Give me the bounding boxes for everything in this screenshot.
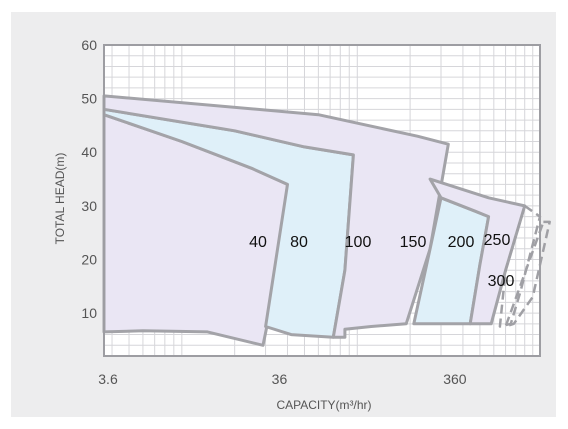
y-axis-title: TOTAL HEAD(m) xyxy=(53,153,67,245)
curve-label-80: 80 xyxy=(290,234,308,251)
x-tick-label: 360 xyxy=(443,371,467,387)
x-axis-title: CAPACITY(m³/hr) xyxy=(276,398,371,412)
plot-border xyxy=(103,44,541,357)
y-tick-label: 20 xyxy=(81,251,97,267)
x-tick-label: 36 xyxy=(272,371,288,387)
y-tick-label: 30 xyxy=(81,198,97,214)
curve-label-200: 200 xyxy=(448,234,475,251)
x-tick-labels: 3.6 36 360 xyxy=(98,371,467,387)
curve-label-40: 40 xyxy=(249,234,267,251)
curve-label-100: 100 xyxy=(345,234,372,251)
x-tick-label: 3.6 xyxy=(98,371,118,387)
region-200 xyxy=(428,177,527,326)
y-tick-label: 60 xyxy=(81,37,97,53)
y-tick-labels: 10 20 30 40 50 60 xyxy=(81,37,97,321)
performance-regions xyxy=(102,94,551,347)
region-100 xyxy=(102,94,450,339)
region-300 xyxy=(504,220,551,328)
curve-label-300: 300 xyxy=(488,273,515,290)
y-tick-label: 10 xyxy=(81,305,97,321)
y-tick-label: 50 xyxy=(81,91,97,107)
curve-label-150: 150 xyxy=(400,234,427,251)
y-tick-label: 40 xyxy=(81,144,97,160)
curve-label-250: 250 xyxy=(484,232,511,249)
